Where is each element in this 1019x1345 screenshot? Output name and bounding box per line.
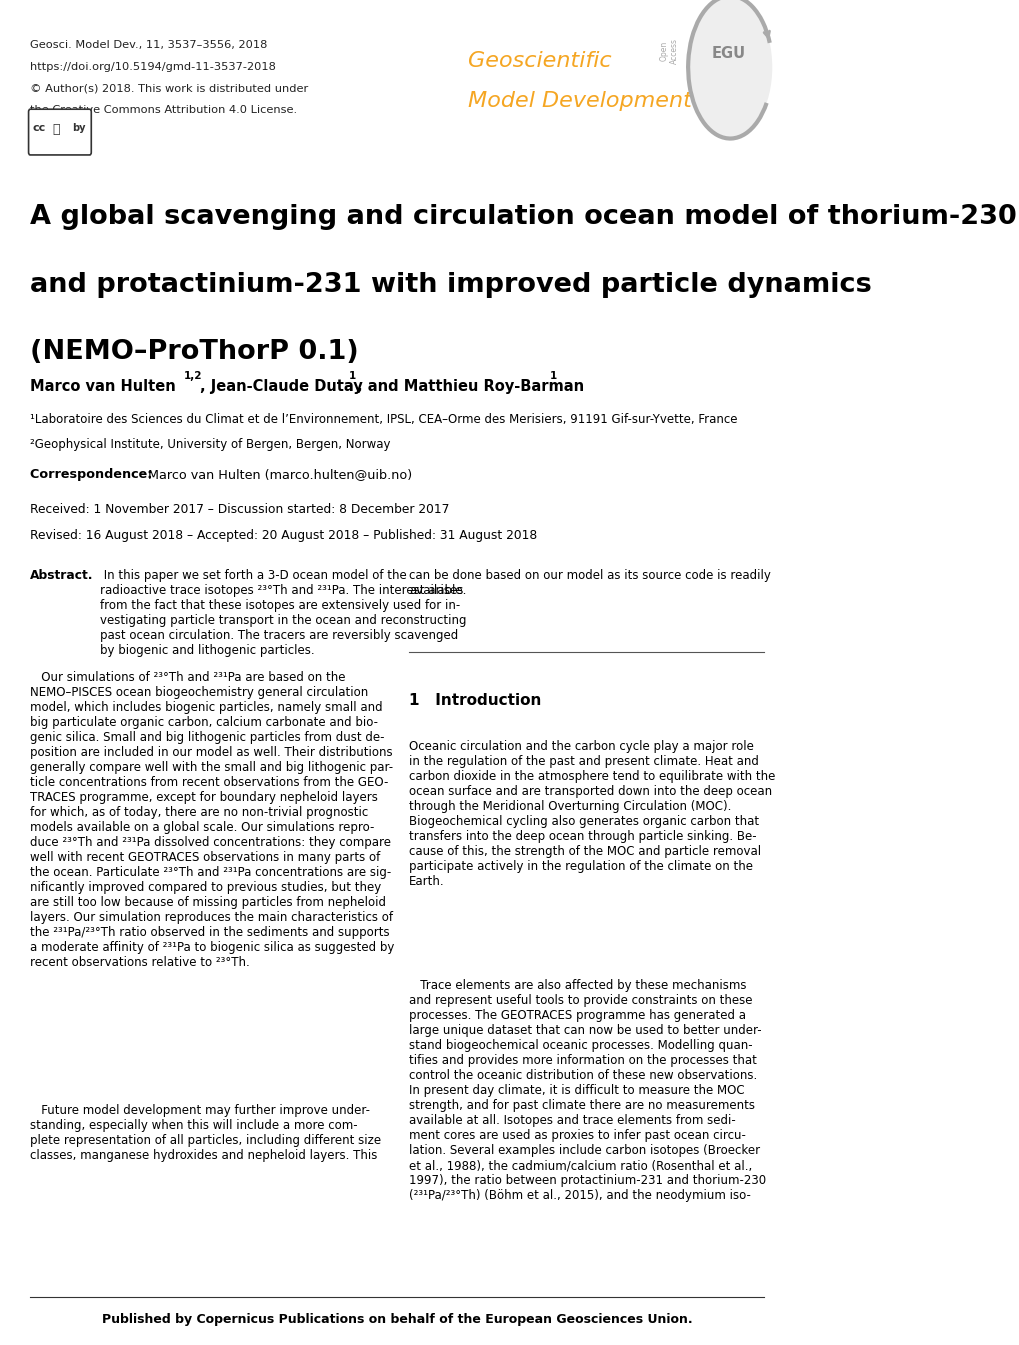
FancyBboxPatch shape (29, 109, 91, 155)
Text: EGU: EGU (710, 46, 745, 61)
Text: In this paper we set forth a 3-D ocean model of the
radioactive trace isotopes ²: In this paper we set forth a 3-D ocean m… (100, 569, 466, 656)
Text: , and Matthieu Roy-Barman: , and Matthieu Roy-Barman (357, 379, 584, 394)
Text: by: by (72, 122, 86, 133)
Text: ¹Laboratoire des Sciences du Climat et de l’Environnement, IPSL, CEA–Orme des Me: ¹Laboratoire des Sciences du Climat et d… (31, 413, 737, 426)
Text: and protactinium-231 with improved particle dynamics: and protactinium-231 with improved parti… (31, 272, 871, 297)
Text: the Creative Commons Attribution 4.0 License.: the Creative Commons Attribution 4.0 Lic… (31, 105, 297, 114)
Text: Geoscientific: Geoscientific (468, 51, 611, 71)
Text: © Author(s) 2018. This work is distributed under: © Author(s) 2018. This work is distribut… (31, 83, 308, 93)
Text: 1   Introduction: 1 Introduction (409, 693, 541, 707)
Text: , Jean-Claude Dutay: , Jean-Claude Dutay (200, 379, 363, 394)
Text: Published by Copernicus Publications on behalf of the European Geosciences Union: Published by Copernicus Publications on … (102, 1313, 692, 1326)
Text: Geosci. Model Dev., 11, 3537–3556, 2018: Geosci. Model Dev., 11, 3537–3556, 2018 (31, 40, 267, 50)
Text: ⓘ: ⓘ (52, 122, 60, 136)
Text: Model Development: Model Development (468, 91, 692, 112)
Circle shape (688, 0, 771, 139)
Text: Oceanic circulation and the carbon cycle play a major role
in the regulation of : Oceanic circulation and the carbon cycle… (409, 740, 774, 888)
Text: (NEMO–ProThorP 0.1): (NEMO–ProThorP 0.1) (31, 339, 359, 364)
Text: Open
Access: Open Access (658, 38, 678, 63)
Text: 1: 1 (549, 371, 556, 381)
Text: Our simulations of ²³°Th and ²³¹Pa are based on the
NEMO–PISCES ocean biogeochem: Our simulations of ²³°Th and ²³¹Pa are b… (31, 671, 394, 970)
Text: Marco van Hulten (marco.hulten@uib.no): Marco van Hulten (marco.hulten@uib.no) (148, 468, 412, 482)
Text: Marco van Hulten: Marco van Hulten (31, 379, 175, 394)
Text: 1: 1 (348, 371, 356, 381)
Text: can be done based on our model as its source code is readily
available.: can be done based on our model as its so… (409, 569, 770, 597)
Text: Revised: 16 August 2018 – Accepted: 20 August 2018 – Published: 31 August 2018: Revised: 16 August 2018 – Accepted: 20 A… (31, 529, 537, 542)
Text: 1,2: 1,2 (183, 371, 202, 381)
Text: A global scavenging and circulation ocean model of thorium-230: A global scavenging and circulation ocea… (31, 204, 1016, 230)
Text: Trace elements are also affected by these mechanisms
and represent useful tools : Trace elements are also affected by thes… (409, 979, 765, 1202)
Text: Abstract.: Abstract. (31, 569, 94, 582)
Text: cc: cc (33, 122, 46, 133)
Text: Received: 1 November 2017 – Discussion started: 8 December 2017: Received: 1 November 2017 – Discussion s… (31, 503, 449, 516)
Text: Future model development may further improve under-
standing, especially when th: Future model development may further imp… (31, 1104, 381, 1162)
Text: Correspondence:: Correspondence: (31, 468, 157, 482)
Text: https://doi.org/10.5194/gmd-11-3537-2018: https://doi.org/10.5194/gmd-11-3537-2018 (31, 62, 276, 71)
Text: ²Geophysical Institute, University of Bergen, Bergen, Norway: ²Geophysical Institute, University of Be… (31, 438, 390, 452)
